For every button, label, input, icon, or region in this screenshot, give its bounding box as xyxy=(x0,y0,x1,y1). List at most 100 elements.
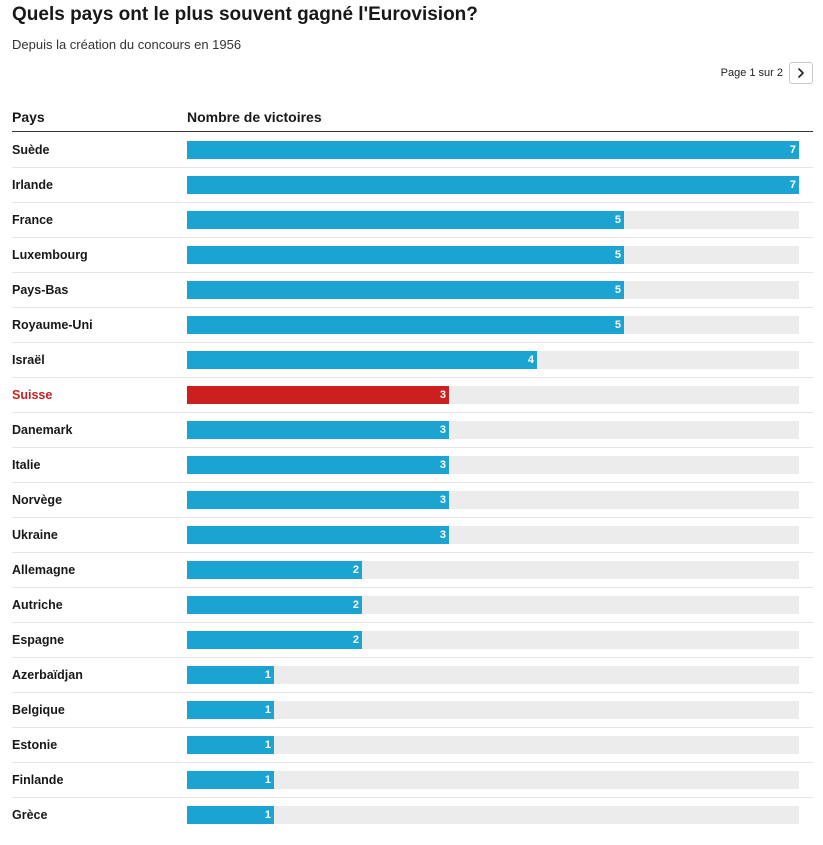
table-row: Suisse 3 xyxy=(12,378,813,413)
chart-subtitle: Depuis la création du concours en 1956 xyxy=(12,37,242,52)
bar: 7 xyxy=(187,176,799,194)
bar-track: 1 xyxy=(187,736,799,754)
bar-value-label: 3 xyxy=(439,459,446,471)
bar-track: 7 xyxy=(187,176,799,194)
bar-track: 2 xyxy=(187,631,799,649)
country-label: Italie xyxy=(12,458,41,472)
bar-track: 1 xyxy=(187,771,799,789)
table-row: Danemark 3 xyxy=(12,413,813,448)
country-label: Danemark xyxy=(12,423,73,437)
bar-value-label: 1 xyxy=(264,669,271,681)
country-label: Finlande xyxy=(12,773,64,787)
bar-value-label: 4 xyxy=(527,354,534,366)
bar-value-label: 2 xyxy=(352,634,359,646)
country-label: France xyxy=(12,213,53,227)
country-label: Belgique xyxy=(12,703,65,717)
bar-track: 3 xyxy=(187,456,799,474)
bar-track: 4 xyxy=(187,351,799,369)
bar: 1 xyxy=(187,736,274,754)
table-row: Belgique 1 xyxy=(12,693,813,728)
page-indicator: Page 1 sur 2 xyxy=(720,67,783,79)
table-row: Israël 4 xyxy=(12,343,813,378)
chevron-right-icon xyxy=(798,68,804,78)
table-row: Suède 7 xyxy=(12,133,813,168)
bar: 4 xyxy=(187,351,537,369)
bar-track: 3 xyxy=(187,386,799,404)
country-label: Grèce xyxy=(12,808,48,822)
column-header-country: Pays xyxy=(12,109,45,125)
bar-track: 7 xyxy=(187,141,799,159)
table-row: Pays-Bas 5 xyxy=(12,273,813,308)
bar: 3 xyxy=(187,491,449,509)
table-row: Estonie 1 xyxy=(12,728,813,763)
bar-value-label: 1 xyxy=(264,739,271,751)
country-label: Pays-Bas xyxy=(12,283,69,297)
country-label: Autriche xyxy=(12,598,63,612)
bar-value-label: 5 xyxy=(614,249,621,261)
bar-track: 5 xyxy=(187,246,799,264)
table-row: Finlande 1 xyxy=(12,763,813,798)
bar-track: 5 xyxy=(187,211,799,229)
bar-track: 1 xyxy=(187,806,799,824)
bar-track: 2 xyxy=(187,596,799,614)
bar-value-label: 2 xyxy=(352,599,359,611)
bar-value-label: 5 xyxy=(614,284,621,296)
bar: 2 xyxy=(187,631,362,649)
country-label: Suisse xyxy=(12,388,53,402)
bar-value-label: 5 xyxy=(614,214,621,226)
bar-track: 2 xyxy=(187,561,799,579)
table-row: Italie 3 xyxy=(12,448,813,483)
bar: 5 xyxy=(187,316,624,334)
bar: 2 xyxy=(187,561,362,579)
country-label: Luxembourg xyxy=(12,248,88,262)
table-row: Luxembourg 5 xyxy=(12,238,813,273)
bar-track: 1 xyxy=(187,666,799,684)
country-label: Azerbaïdjan xyxy=(12,668,83,682)
bar-track: 3 xyxy=(187,491,799,509)
table-row: Ukraine 3 xyxy=(12,518,813,553)
bar: 1 xyxy=(187,701,274,719)
table-row: Azerbaïdjan 1 xyxy=(12,658,813,693)
bar: 1 xyxy=(187,666,274,684)
bar: 5 xyxy=(187,281,624,299)
bar: 7 xyxy=(187,141,799,159)
table-row: Autriche 2 xyxy=(12,588,813,623)
bar-value-label: 3 xyxy=(439,389,446,401)
table-row: Espagne 2 xyxy=(12,623,813,658)
bar-track: 3 xyxy=(187,526,799,544)
country-label: Royaume-Uni xyxy=(12,318,93,332)
bar-value-label: 1 xyxy=(264,809,271,821)
bar-value-label: 1 xyxy=(264,774,271,786)
header-divider xyxy=(12,131,813,132)
bar: 3 xyxy=(187,386,449,404)
chart-title: Quels pays ont le plus souvent gagné l'E… xyxy=(12,4,478,25)
bar: 3 xyxy=(187,421,449,439)
bar-track: 5 xyxy=(187,316,799,334)
bar-value-label: 3 xyxy=(439,529,446,541)
country-label: Israël xyxy=(12,353,45,367)
country-label: Estonie xyxy=(12,738,58,752)
bar: 3 xyxy=(187,456,449,474)
country-label: Irlande xyxy=(12,178,53,192)
bar-value-label: 5 xyxy=(614,319,621,331)
column-header-wins: Nombre de victoires xyxy=(187,109,322,125)
country-label: Suède xyxy=(12,143,50,157)
bar-value-label: 2 xyxy=(352,564,359,576)
country-label: Allemagne xyxy=(12,563,76,577)
bar: 1 xyxy=(187,771,274,789)
bar: 5 xyxy=(187,246,624,264)
bar-track: 3 xyxy=(187,421,799,439)
bar: 2 xyxy=(187,596,362,614)
table-row: Irlande 7 xyxy=(12,168,813,203)
bar-track: 5 xyxy=(187,281,799,299)
bar-value-label: 3 xyxy=(439,424,446,436)
country-label: Norvège xyxy=(12,493,63,507)
bar: 3 xyxy=(187,526,449,544)
bar-value-label: 3 xyxy=(439,494,446,506)
next-page-button[interactable] xyxy=(789,62,813,84)
bar-rows: Suède 7 Irlande 7 France 5 Luxembourg 5 Pays-Bas… xyxy=(12,133,813,833)
bar: 5 xyxy=(187,211,624,229)
bar-value-label: 7 xyxy=(789,179,796,191)
table-row: Royaume-Uni 5 xyxy=(12,308,813,343)
